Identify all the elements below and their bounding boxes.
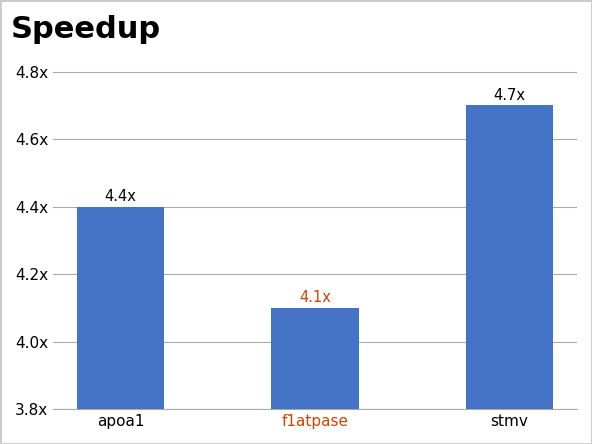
Text: 4.4x: 4.4x — [105, 189, 137, 204]
Text: 4.1x: 4.1x — [299, 290, 331, 305]
Text: Speedup: Speedup — [11, 15, 162, 44]
Text: 4.7x: 4.7x — [494, 87, 526, 103]
Bar — [77, 206, 165, 444]
Bar — [271, 308, 359, 444]
Bar — [466, 105, 553, 444]
